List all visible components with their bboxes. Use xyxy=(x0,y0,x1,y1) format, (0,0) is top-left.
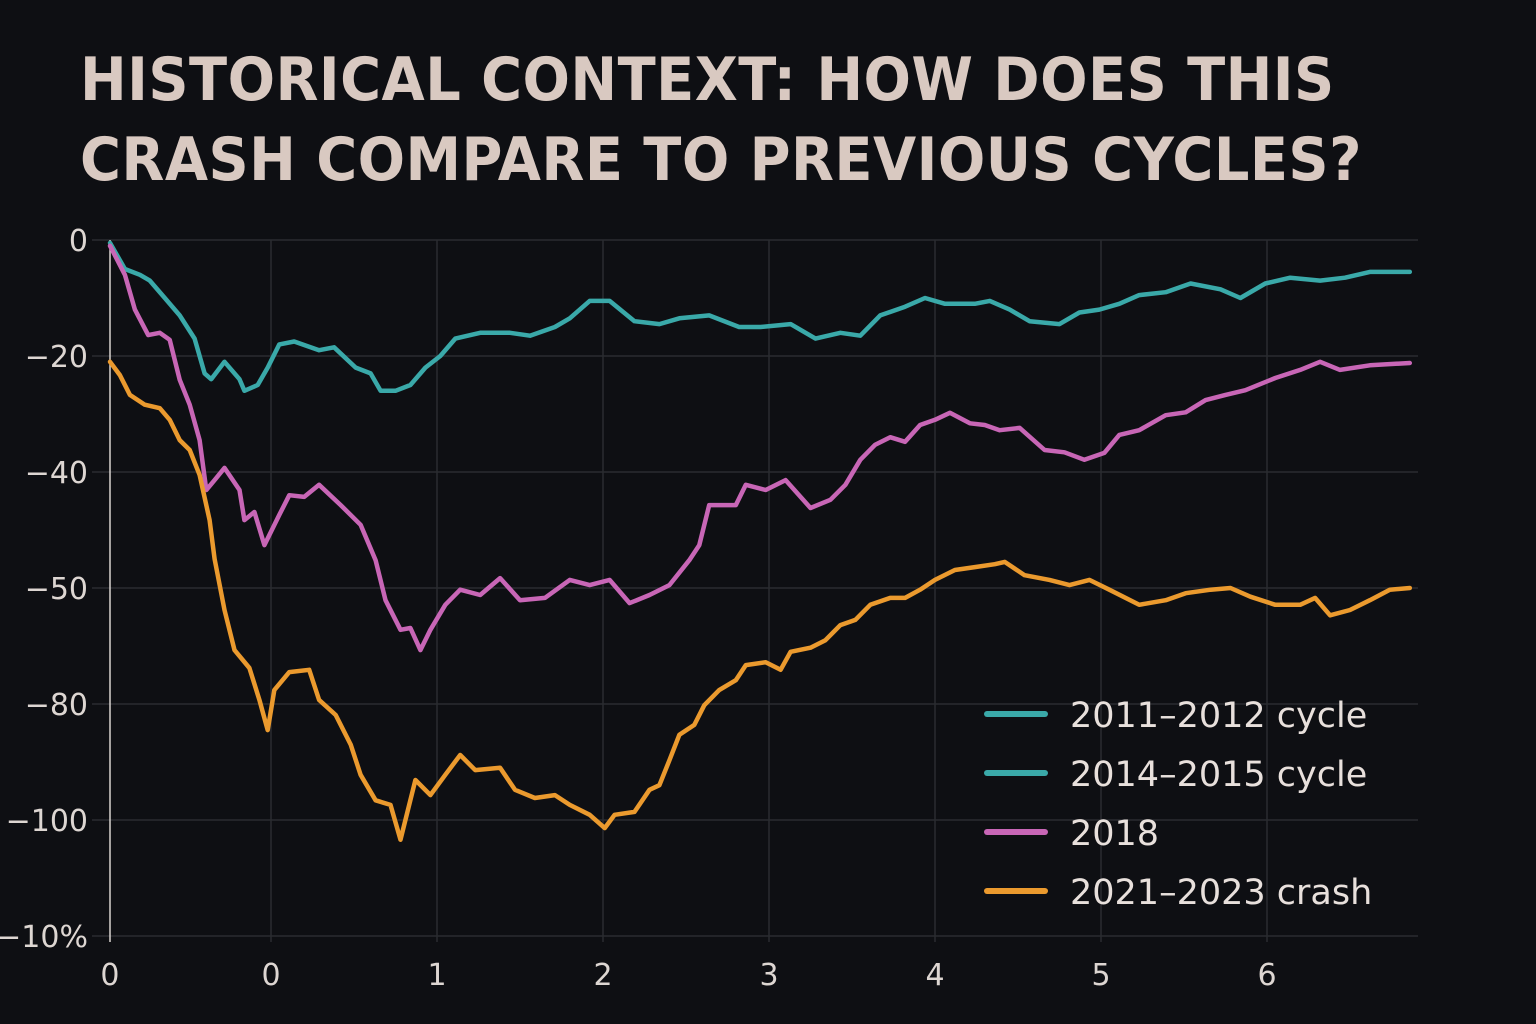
axes: 0 −20 −40 −50 −80 −100 −10% 0 0 1 2 3 4 5 6 xyxy=(0,224,1277,993)
legend-label: 2021–2023 crash xyxy=(1070,873,1372,913)
chart-title-line-1: HISTORICAL CONTEXT: HOW DOES THIS xyxy=(80,45,1335,115)
chart-title-line-2: CRASH COMPARE TO PREVIOUS CYCLES? xyxy=(80,125,1362,195)
y-tick-label: −100 xyxy=(6,804,88,839)
x-tick-label: 4 xyxy=(925,958,944,993)
y-tick-label: 0 xyxy=(69,224,88,259)
y-tick-label: −10% xyxy=(0,920,88,955)
series-lines xyxy=(107,240,1413,842)
gridlines xyxy=(92,239,1418,942)
series-line-2 xyxy=(107,359,1413,842)
legend-item: 2018 xyxy=(984,814,1159,854)
legend: 2011–2012 cycle 2014–2015 cycle 2018 2021–2… xyxy=(984,696,1372,913)
series-line-1 xyxy=(107,243,1413,653)
x-tick-label: 0 xyxy=(261,958,280,993)
series-line-0 xyxy=(107,240,1413,394)
legend-item: 2011–2012 cycle xyxy=(984,696,1367,736)
chart-title: HISTORICAL CONTEXT: HOW DOES THIS CRASH … xyxy=(80,40,1362,200)
y-tick-label: −40 xyxy=(25,456,88,491)
x-tick-label: 1 xyxy=(427,958,446,993)
x-tick-label: 2 xyxy=(593,958,612,993)
y-tick-label: −50 xyxy=(25,572,88,607)
legend-label: 2011–2012 cycle xyxy=(1070,696,1367,736)
legend-label: 2014–2015 cycle xyxy=(1070,755,1367,795)
y-tick-label: −20 xyxy=(25,340,88,375)
legend-item: 2021–2023 crash xyxy=(984,873,1372,913)
y-tick-label: −80 xyxy=(25,688,88,723)
x-tick-label: 5 xyxy=(1091,958,1110,993)
legend-item: 2014–2015 cycle xyxy=(984,755,1367,795)
x-tick-label: 0 xyxy=(100,958,119,993)
x-tick-label: 6 xyxy=(1257,958,1276,993)
x-tick-label: 3 xyxy=(759,958,778,993)
legend-label: 2018 xyxy=(1070,814,1159,854)
